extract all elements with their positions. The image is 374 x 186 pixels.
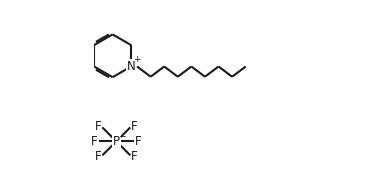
Text: +: + — [133, 55, 141, 65]
Text: F: F — [131, 150, 138, 163]
Text: −: − — [118, 131, 126, 140]
Text: N: N — [127, 60, 135, 73]
Text: P: P — [113, 135, 120, 148]
Text: F: F — [95, 120, 101, 133]
Text: F: F — [131, 120, 138, 133]
Text: F: F — [91, 135, 98, 148]
Text: F: F — [95, 150, 101, 163]
Text: F: F — [135, 135, 141, 148]
